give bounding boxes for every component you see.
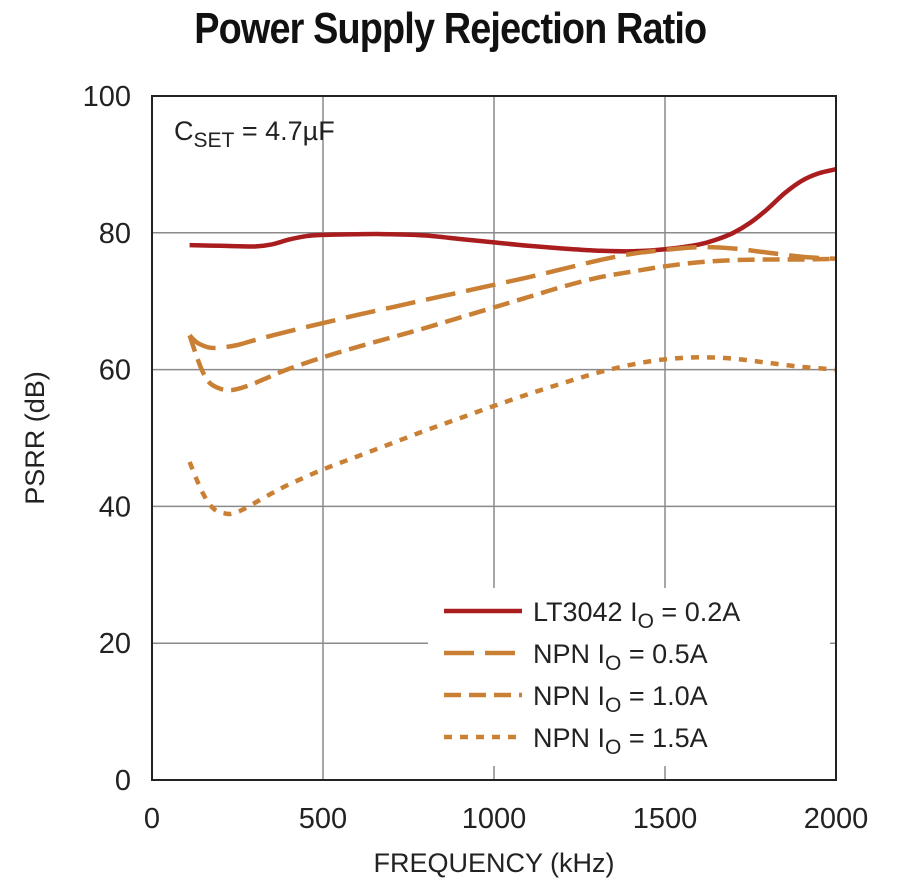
legend-label: NPN IO = 1.0A [533, 681, 708, 717]
y-tick-label: 80 [99, 218, 131, 250]
y-tick-label: 40 [99, 491, 131, 523]
series-line-4 [187, 355, 837, 517]
y-tick-label: 100 [83, 81, 131, 113]
x-tick-label: 1000 [462, 803, 527, 835]
legend-label: NPN IO = 1.5A [533, 723, 708, 759]
capacitance-annotation: CSET = 4.7µF [174, 116, 335, 152]
series-lines [187, 167, 837, 517]
chart-title: Power Supply Rejection Ratio [194, 4, 707, 53]
legend: LT3042 IO = 0.2A NPN IO = 0.5A NPN IO = 1.… [428, 588, 830, 766]
x-axis-label: FREQUENCY (kHz) [373, 848, 614, 878]
plot-frame [151, 95, 837, 781]
legend-label: LT3042 IO = 0.2A [533, 597, 740, 633]
y-tick-label: 0 [115, 765, 131, 797]
y-tick-label: 60 [99, 355, 131, 387]
x-tick-label: 1500 [633, 803, 698, 835]
series-line-2 [188, 244, 837, 351]
x-tick-label: 2000 [804, 803, 869, 835]
legend-label: NPN IO = 0.5A [533, 639, 708, 675]
y-axis-label: PSRR (dB) [20, 371, 50, 505]
series-line-3 [187, 256, 837, 393]
series-line-1 [189, 167, 837, 254]
x-tick-label: 500 [299, 803, 347, 835]
y-tick-label: 20 [99, 628, 131, 660]
x-tick-label: 0 [144, 803, 160, 835]
tick-labels: 0 500 1000 1500 2000 0 20 40 60 80 100 [83, 81, 869, 835]
